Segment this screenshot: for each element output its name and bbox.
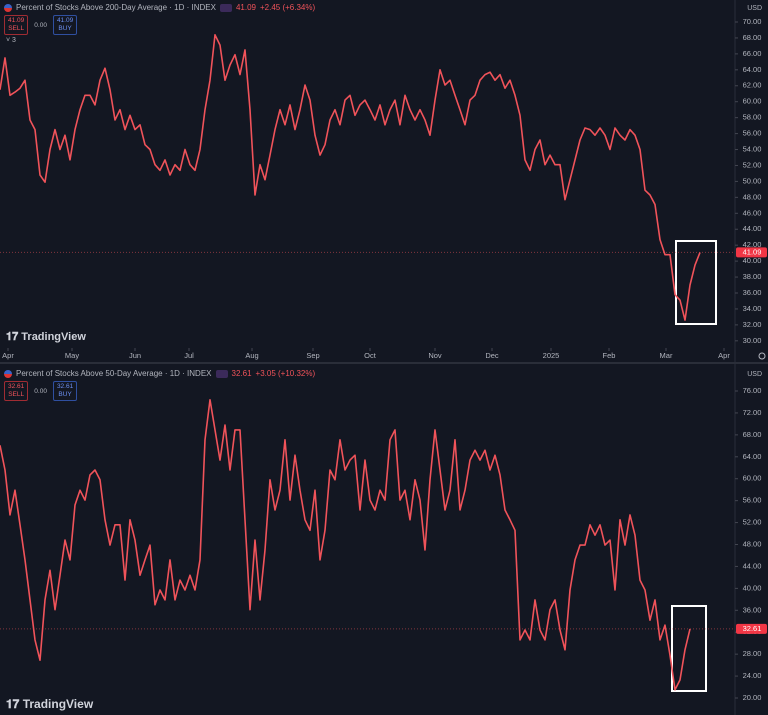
y-tick-label: 20.00 bbox=[743, 693, 762, 702]
y-tick-label: 48.00 bbox=[743, 539, 762, 548]
symbol-title: Percent of Stocks Above 200-Day Average … bbox=[16, 3, 216, 12]
indicator-count-value: 3 bbox=[12, 37, 16, 44]
currency[interactable]: USD bbox=[747, 371, 762, 378]
last-value-label: 32.61 bbox=[743, 624, 762, 633]
brand-text: TradingView bbox=[22, 697, 94, 711]
y-tick-label: 44.00 bbox=[743, 561, 762, 570]
legend-header: Percent of Stocks Above 50-Day Average ·… bbox=[4, 369, 315, 378]
x-tick-label: Apr bbox=[718, 351, 730, 360]
brand-logo: 𝟏𝟕 TradingView bbox=[6, 697, 94, 711]
highlight-box bbox=[675, 240, 717, 325]
buy-label: BUY bbox=[58, 391, 72, 398]
trade-panel: 32.61 SELL 0.00 32.61 BUY bbox=[4, 381, 78, 401]
symbol-icon bbox=[4, 3, 12, 12]
data-line bbox=[0, 399, 691, 691]
last-value-label: 41.09 bbox=[743, 247, 762, 256]
sell-button[interactable]: 41.09 SELL bbox=[4, 15, 29, 35]
last-value: 41.09 bbox=[235, 3, 256, 12]
x-tick-label: Sep bbox=[306, 351, 319, 360]
y-tick-label: 70.00 bbox=[743, 17, 762, 26]
y-tick-label: 56.00 bbox=[743, 496, 762, 505]
y-tick-label: 42.00 bbox=[743, 240, 762, 249]
y-tick-label: 64.00 bbox=[743, 452, 762, 461]
y-tick-label: 68.00 bbox=[743, 430, 762, 439]
y-tick-label: 76.00 bbox=[743, 386, 762, 395]
trade-panel: 41.09 SELL 0.00 41.09 BUY bbox=[4, 15, 78, 35]
y-tick-label: 40.00 bbox=[743, 256, 762, 265]
y-tick-label: 34.00 bbox=[743, 304, 762, 313]
y-tick-label: 72.00 bbox=[743, 408, 762, 417]
badge[interactable] bbox=[219, 3, 232, 12]
sell-label: SELL bbox=[8, 25, 25, 32]
last-value: 32.61 bbox=[231, 369, 252, 378]
y-tick-label: 32.00 bbox=[743, 320, 762, 329]
y-tick-label: 52.00 bbox=[743, 518, 762, 527]
indicator-count[interactable]: ˅ 3 bbox=[6, 37, 16, 44]
buy-label: BUY bbox=[58, 25, 72, 32]
y-tick-label: 64.00 bbox=[743, 65, 762, 74]
highlight-box bbox=[671, 605, 707, 692]
y-tick-label: 58.00 bbox=[743, 113, 762, 122]
x-tick-label: Oct bbox=[364, 351, 377, 360]
y-tick-label: 56.00 bbox=[743, 129, 762, 138]
symbol-icon bbox=[4, 369, 12, 378]
last-value-tag bbox=[736, 623, 767, 634]
x-tick-label: 2025 bbox=[543, 351, 560, 360]
x-tick-label: Feb bbox=[603, 351, 616, 360]
y-tick-label: 24.00 bbox=[743, 671, 762, 680]
brand-logo: 𝟏𝟕 TradingView bbox=[6, 331, 86, 343]
data-line bbox=[0, 34, 701, 321]
y-tick-label: 68.00 bbox=[743, 33, 762, 42]
x-tick-label: Nov bbox=[428, 351, 442, 360]
buy-price: 41.09 bbox=[56, 17, 74, 24]
y-tick-label: 60.00 bbox=[743, 474, 762, 483]
y-tick-label: 52.00 bbox=[743, 160, 762, 169]
x-tick-label: Mar bbox=[660, 351, 673, 360]
y-tick-label: 50.00 bbox=[743, 176, 762, 185]
sell-price: 32.61 bbox=[8, 383, 25, 390]
y-tick-label: 66.00 bbox=[743, 49, 762, 58]
y-tick-label: 30.00 bbox=[743, 336, 762, 345]
settings-icon[interactable] bbox=[758, 352, 766, 360]
buy-button[interactable]: 41.09 BUY bbox=[52, 15, 78, 35]
y-tick-label: 36.00 bbox=[743, 288, 762, 297]
y-tick-label: 40.00 bbox=[743, 583, 762, 592]
sell-button[interactable]: 32.61 SELL bbox=[4, 381, 29, 401]
x-tick-label: Jul bbox=[184, 351, 194, 360]
brand-text: TradingView bbox=[21, 331, 86, 343]
symbol-title: Percent of Stocks Above 50-Day Average ·… bbox=[16, 369, 212, 378]
x-tick-label: Apr bbox=[2, 351, 14, 360]
spread: 0.00 bbox=[34, 387, 47, 395]
y-tick-label: 36.00 bbox=[743, 605, 762, 614]
sell-label: SELL bbox=[8, 391, 25, 398]
badge[interactable] bbox=[215, 369, 228, 378]
x-tick-label: Aug bbox=[245, 351, 258, 360]
x-tick-label: May bbox=[65, 351, 79, 360]
y-tick-label: 62.00 bbox=[743, 81, 762, 90]
y-tick-label: 44.00 bbox=[743, 224, 762, 233]
legend-header: Percent of Stocks Above 200-Day Average … bbox=[4, 3, 315, 12]
buy-button[interactable]: 32.61 BUY bbox=[52, 381, 78, 401]
sell-price: 41.09 bbox=[8, 17, 25, 24]
y-tick-label: 60.00 bbox=[743, 97, 762, 106]
x-tick-label: Dec bbox=[485, 351, 499, 360]
y-tick-label: 46.00 bbox=[743, 208, 762, 217]
y-tick-label: 38.00 bbox=[743, 272, 762, 281]
change: +3.05 (+10.32%) bbox=[255, 369, 316, 378]
buy-price: 32.61 bbox=[56, 383, 74, 390]
x-tick-label: Jun bbox=[129, 351, 141, 360]
spread: 0.00 bbox=[34, 21, 47, 29]
y-tick-label: 54.00 bbox=[743, 145, 762, 154]
last-value-tag bbox=[736, 247, 767, 258]
y-tick-label: 28.00 bbox=[743, 649, 762, 658]
y-tick-label: 48.00 bbox=[743, 192, 762, 201]
change: +2.45 (+6.34%) bbox=[259, 3, 316, 12]
currency[interactable]: USD bbox=[747, 5, 762, 12]
